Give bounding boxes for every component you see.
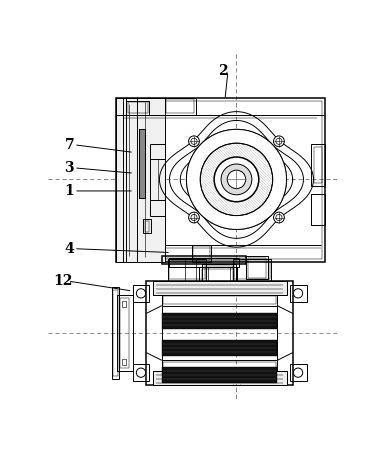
Bar: [118, 101, 322, 259]
Bar: [314, 147, 322, 183]
Bar: [290, 285, 306, 302]
Text: 4: 4: [64, 242, 74, 255]
Circle shape: [189, 212, 200, 223]
Circle shape: [294, 289, 303, 298]
Bar: [202, 264, 237, 289]
Bar: [290, 364, 306, 381]
Bar: [153, 371, 286, 385]
Bar: [232, 260, 271, 281]
Circle shape: [294, 368, 303, 377]
Bar: [132, 364, 150, 381]
Bar: [116, 98, 325, 262]
Bar: [206, 266, 232, 287]
Bar: [153, 281, 286, 295]
Circle shape: [273, 136, 284, 147]
Bar: [248, 258, 267, 278]
Bar: [162, 313, 277, 329]
Bar: [146, 281, 292, 385]
Bar: [208, 267, 230, 289]
Bar: [120, 298, 129, 368]
Text: 3: 3: [64, 161, 74, 175]
Bar: [234, 261, 270, 279]
Bar: [170, 261, 205, 279]
Bar: [170, 258, 239, 267]
Bar: [122, 359, 126, 365]
Bar: [128, 102, 148, 113]
Bar: [164, 296, 276, 304]
Bar: [162, 256, 246, 264]
Bar: [165, 98, 196, 114]
Bar: [162, 295, 277, 306]
Circle shape: [214, 157, 259, 202]
Bar: [202, 269, 234, 287]
Bar: [145, 221, 150, 232]
Text: 1: 1: [64, 184, 74, 198]
Circle shape: [227, 170, 246, 189]
Bar: [116, 98, 165, 262]
Bar: [126, 101, 150, 114]
Circle shape: [189, 136, 200, 147]
Bar: [185, 260, 196, 281]
Bar: [153, 281, 286, 295]
Circle shape: [136, 289, 146, 298]
Bar: [139, 128, 145, 198]
Bar: [143, 220, 151, 233]
Bar: [139, 128, 145, 198]
Bar: [194, 247, 210, 260]
Bar: [122, 301, 126, 307]
Bar: [153, 371, 286, 385]
Bar: [311, 144, 325, 186]
Bar: [166, 99, 194, 113]
Bar: [162, 340, 277, 356]
Circle shape: [136, 368, 146, 377]
Bar: [246, 256, 268, 279]
Bar: [311, 194, 325, 225]
Bar: [192, 245, 211, 262]
Text: 2: 2: [219, 64, 228, 78]
Bar: [199, 267, 237, 289]
Bar: [162, 361, 277, 371]
Text: 7: 7: [64, 138, 74, 152]
Bar: [113, 290, 118, 376]
Bar: [168, 260, 206, 281]
Circle shape: [221, 164, 252, 195]
Circle shape: [186, 129, 286, 229]
Circle shape: [200, 143, 273, 216]
Bar: [117, 295, 132, 371]
Bar: [112, 287, 119, 379]
Bar: [162, 367, 277, 383]
Circle shape: [273, 212, 284, 223]
Bar: [132, 285, 150, 302]
Bar: [164, 362, 276, 370]
Text: 12: 12: [54, 274, 73, 288]
Circle shape: [186, 129, 286, 229]
